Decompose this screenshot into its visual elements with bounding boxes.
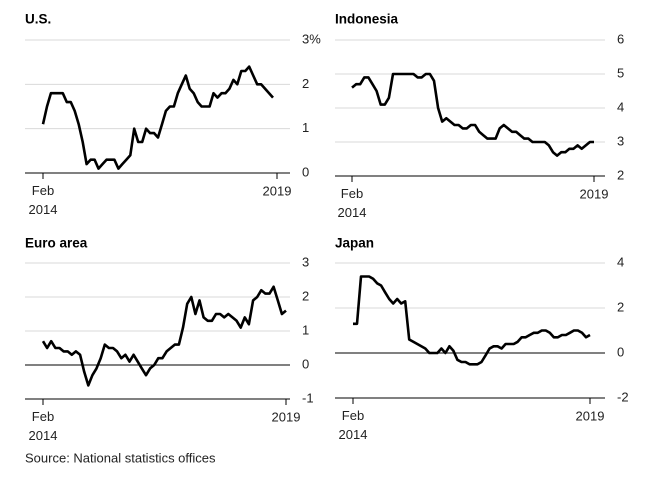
y-tick-label: 1 <box>302 322 309 337</box>
chart-title: Euro area <box>25 236 88 251</box>
chart-title: Indonesia <box>335 12 399 27</box>
series-line <box>41 285 287 387</box>
y-tick-label: -2 <box>617 389 629 404</box>
y-tick-label: 3 <box>617 133 624 148</box>
chart-title: Japan <box>335 236 374 251</box>
y-tick-label: 0 <box>617 344 624 359</box>
series-line <box>351 72 594 157</box>
y-tick-label: 4 <box>617 99 624 114</box>
x-tick-label: Feb 2014 <box>339 408 368 442</box>
y-tick-label: -1 <box>302 390 314 405</box>
y-tick-label: 2 <box>617 167 624 182</box>
x-tick-label: Feb 2014 <box>338 186 367 220</box>
x-tick-label: 2019 <box>576 408 605 423</box>
y-tick-label: 2 <box>302 76 309 91</box>
y-tick-label: 5 <box>617 65 624 80</box>
series-line <box>353 275 591 366</box>
y-tick-label: 0 <box>302 164 309 179</box>
x-tick-label: Feb 2014 <box>29 183 58 217</box>
y-tick-label: 3 <box>302 254 309 269</box>
x-tick-label: 2019 <box>272 409 301 424</box>
y-tick-label: 6 <box>617 31 624 46</box>
source-note: Source: National statistics offices <box>25 450 216 465</box>
chart-title: U.S. <box>25 12 51 27</box>
y-tick-label: 2 <box>302 288 309 303</box>
y-tick-label: 0 <box>302 356 309 371</box>
y-tick-label: 2 <box>617 299 624 314</box>
y-tick-label: 1 <box>302 120 309 135</box>
series-line <box>41 65 274 170</box>
x-tick-label: 2019 <box>263 183 292 198</box>
x-tick-label: 2019 <box>580 186 609 201</box>
y-tick-label: 4 <box>617 254 624 269</box>
x-tick-label: Feb 2014 <box>29 409 58 443</box>
y-tick-label: 3% <box>302 31 321 46</box>
